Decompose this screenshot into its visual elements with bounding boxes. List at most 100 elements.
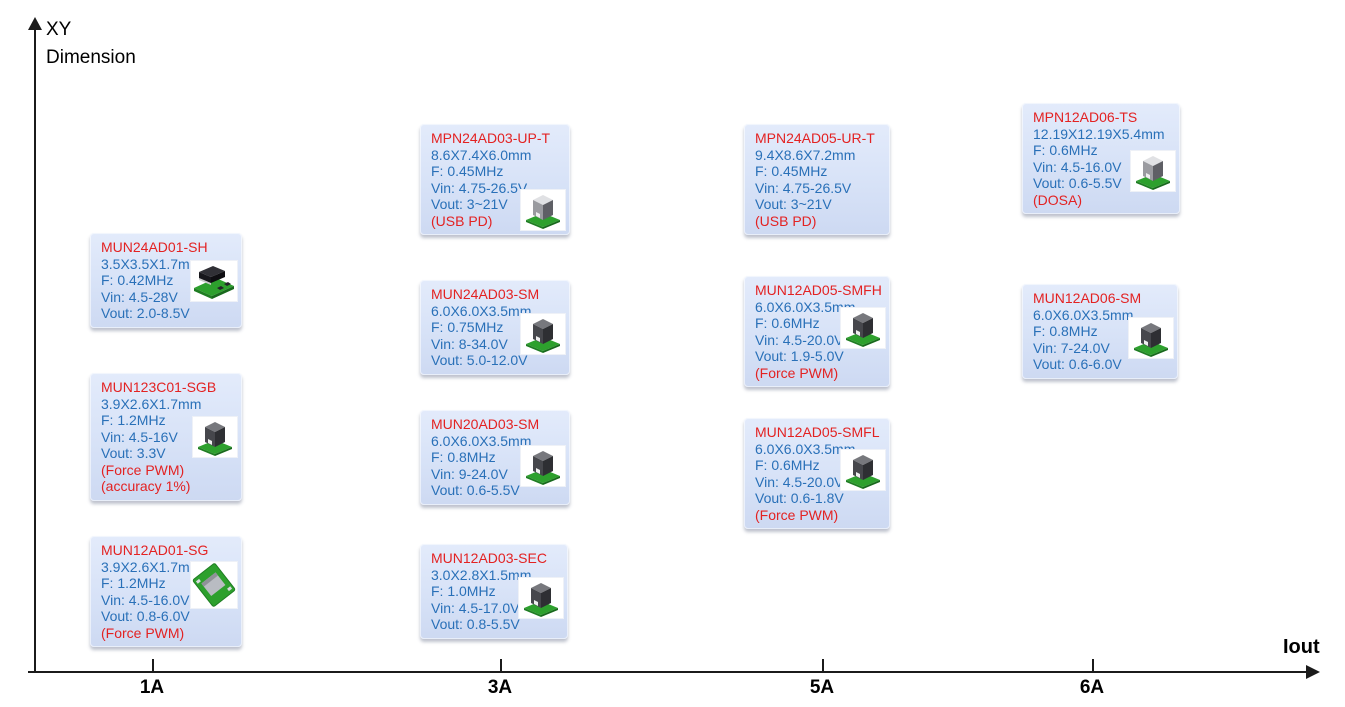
- product-spec-line: Vin: 7-24.0V: [1033, 339, 1110, 356]
- product-spec-line: Vin: 8-34.0V: [431, 335, 508, 352]
- dark-cube-module-photo-icon: [1129, 318, 1173, 358]
- x-axis-tick-label: 6A: [1079, 677, 1105, 698]
- product-note-line: (USB PD): [755, 212, 817, 229]
- y-axis-label: XY Dimension: [46, 16, 136, 72]
- product-spec-line: F: 1.2MHz: [101, 412, 166, 428]
- dark-cube-module-photo-icon: [519, 578, 563, 618]
- product-card-mun24ad01-sh: MUN24AD01-SH 3.5X3.5X1.7mm F: 0.42MHz Vin: …: [90, 233, 242, 328]
- product-part-number: MPN12AD06-TS: [1033, 109, 1138, 125]
- product-part-number: MUN24AD01-SH: [101, 239, 208, 255]
- product-spec-line: Vout: 3.3V: [101, 445, 166, 461]
- dark-cube-module-photo-icon: [841, 308, 885, 348]
- product-spec-line: 8.6X7.4X6.0mm: [431, 146, 532, 163]
- product-spec-line: Vout: 0.6-1.8V: [755, 490, 844, 506]
- product-spec-line: Vout: 0.6-6.0V: [1033, 356, 1122, 372]
- product-part-number: MUN12AD01-SG: [101, 542, 209, 558]
- product-spec-line: Vin: 4.5-16V: [101, 428, 178, 445]
- product-part-number: MPN24AD03-UP-T: [431, 130, 551, 146]
- product-part-number: MUN12AD03-SEC: [431, 550, 547, 566]
- product-card-mun123c01-sgb: MUN123C01-SGB 3.9X2.6X1.7mm F: 1.2MHz Vin: …: [90, 373, 242, 501]
- product-part-number: MUN12AD06-SM: [1033, 290, 1142, 306]
- product-spec-line: Vin: 4.5-20.0V: [755, 473, 844, 490]
- x-axis-tick-mark: [152, 659, 154, 672]
- product-spec-line: Vin: 4.5-20.0V: [755, 331, 844, 348]
- product-spec-line: Vout: 2.0-8.5V: [101, 305, 190, 321]
- light-cube-module-photo-icon: [1131, 151, 1175, 191]
- product-note-line: (USB PD): [431, 212, 493, 229]
- product-spec-line: F: 0.45MHz: [431, 163, 504, 179]
- product-spec-line: Vin: 4.5-16.0V: [101, 591, 190, 608]
- product-spec-line: Vin: 4.5-17.0V: [431, 599, 520, 616]
- product-spec-line: 9.4X8.6X7.2mm: [755, 146, 856, 163]
- product-spec-line: F: 0.8MHz: [1033, 323, 1098, 339]
- product-spec-line: 6.0X6.0X3.5mm: [1033, 306, 1134, 323]
- product-card-mun12ad06-sm: MUN12AD06-SM 6.0X6.0X3.5mm F: 0.8MHz Vin: 7…: [1022, 284, 1178, 379]
- product-note-line: (Force PWM): [755, 364, 839, 381]
- product-spec-line: Vout: 0.6-5.5V: [1033, 175, 1122, 191]
- product-spec-line: 6.0X6.0X3.5mm: [755, 298, 856, 315]
- product-spec-line: Vout: 3~21V: [431, 196, 508, 212]
- x-axis-label: Iout: [1283, 636, 1320, 658]
- flat-chip-module-photo-icon: [191, 261, 237, 301]
- product-spec-line: 6.0X6.0X3.5mm: [431, 432, 532, 449]
- x-axis-tick-label: 3A: [487, 677, 513, 698]
- product-spec-line: Vin: 4.75-26.5V: [431, 179, 528, 196]
- product-spec-line: Vout: 0.8-5.5V: [431, 616, 520, 632]
- product-spec-line: F: 1.2MHz: [101, 575, 166, 591]
- product-spec-line: 3.9X2.6X1.7mm: [101, 558, 202, 575]
- product-part-number: MUN123C01-SGB: [101, 379, 217, 395]
- product-card-mun24ad03-sm: MUN24AD03-SM 6.0X6.0X3.5mm F: 0.75MHz Vin: …: [420, 280, 570, 375]
- product-spec-line: 6.0X6.0X3.5mm: [755, 440, 856, 457]
- product-card-mun12ad05-smfl: MUN12AD05-SMFL 6.0X6.0X3.5mm F: 0.6MHz Vin:…: [744, 418, 890, 529]
- product-spec-line: F: 0.6MHz: [755, 457, 820, 473]
- x-axis-arrowhead-icon: [1306, 665, 1320, 679]
- product-spec-line: F: 0.6MHz: [755, 315, 820, 331]
- product-spec-line: Vout: 5.0-12.0V: [431, 352, 528, 368]
- product-spec-line: Vout: 1.9-5.0V: [755, 348, 844, 364]
- product-spec-line: Vout: 0.6-5.5V: [431, 482, 520, 498]
- dark-cube-module-photo-icon: [521, 314, 565, 354]
- product-spec-line: 3.0X2.8X1.5mm: [431, 566, 532, 583]
- product-part-number: MUN24AD03-SM: [431, 286, 540, 302]
- y-axis-label-line2: Dimension: [46, 47, 136, 68]
- dark-cube-module-photo-icon: [193, 417, 237, 457]
- x-axis-tick-mark: [822, 659, 824, 672]
- product-part-number: MUN12AD05-SMFH: [755, 282, 882, 298]
- product-note-line: (DOSA): [1033, 191, 1082, 208]
- product-spec-line: F: 0.42MHz: [101, 272, 174, 288]
- x-axis-tick-label: 1A: [139, 677, 165, 698]
- product-spec-line: F: 0.75MHz: [431, 319, 504, 335]
- product-card-mun12ad05-smfh: MUN12AD05-SMFH 6.0X6.0X3.5mm F: 0.6MHz Vin:…: [744, 276, 890, 387]
- product-spec-line: Vin: 4.5-16.0V: [1033, 158, 1122, 175]
- y-axis-label-line1: XY: [46, 19, 72, 40]
- product-spec-line: Vout: 3~21V: [755, 196, 832, 212]
- x-axis-tick-mark: [500, 659, 502, 672]
- product-spec-line: Vin: 4.5-28V: [101, 288, 178, 305]
- product-part-number: MPN24AD05-UR-T: [755, 130, 875, 146]
- product-note-line: (Force PWM): [101, 624, 185, 641]
- product-spec-line: 3.5X3.5X1.7mm: [101, 255, 202, 272]
- product-spec-line: F: 0.45MHz: [755, 163, 828, 179]
- y-axis-line: [34, 28, 36, 673]
- product-spec-line: 6.0X6.0X3.5mm: [431, 302, 532, 319]
- product-card-mpn24ad05-ur-t: MPN24AD05-UR-T 9.4X8.6X7.2mm F: 0.45MHz Vin…: [744, 124, 890, 235]
- product-spec-line: F: 0.6MHz: [1033, 142, 1098, 158]
- product-spec-line: Vin: 9-24.0V: [431, 465, 508, 482]
- x-axis-tick-label: 5A: [809, 677, 835, 698]
- product-spec-line: Vin: 4.75-26.5V: [755, 179, 852, 196]
- product-spec-line: 3.9X2.6X1.7mm: [101, 395, 202, 412]
- product-card-mun12ad03-sec: MUN12AD03-SEC 3.0X2.8X1.5mm F: 1.0MHz Vin: …: [420, 544, 568, 639]
- dark-cube-module-photo-icon: [841, 450, 885, 490]
- tilted-board-module-photo-icon: [191, 562, 237, 608]
- product-card-mun12ad01-sg: MUN12AD01-SG 3.9X2.6X1.7mm F: 1.2MHz Vin: 4…: [90, 536, 242, 647]
- product-part-number: MUN20AD03-SM: [431, 416, 540, 432]
- y-axis-arrowhead-icon: [28, 17, 42, 30]
- product-spec-line: F: 0.8MHz: [431, 449, 496, 465]
- dark-cube-module-photo-icon: [521, 446, 565, 486]
- product-card-mpn24ad03-up-t: MPN24AD03-UP-T 8.6X7.4X6.0mm F: 0.45MHz Vin…: [420, 124, 570, 235]
- product-spec-line: F: 1.0MHz: [431, 583, 496, 599]
- product-note-line: (Force PWM): [755, 506, 839, 523]
- product-part-number: MUN12AD05-SMFL: [755, 424, 880, 440]
- product-note-line: (Force PWM): [101, 461, 185, 478]
